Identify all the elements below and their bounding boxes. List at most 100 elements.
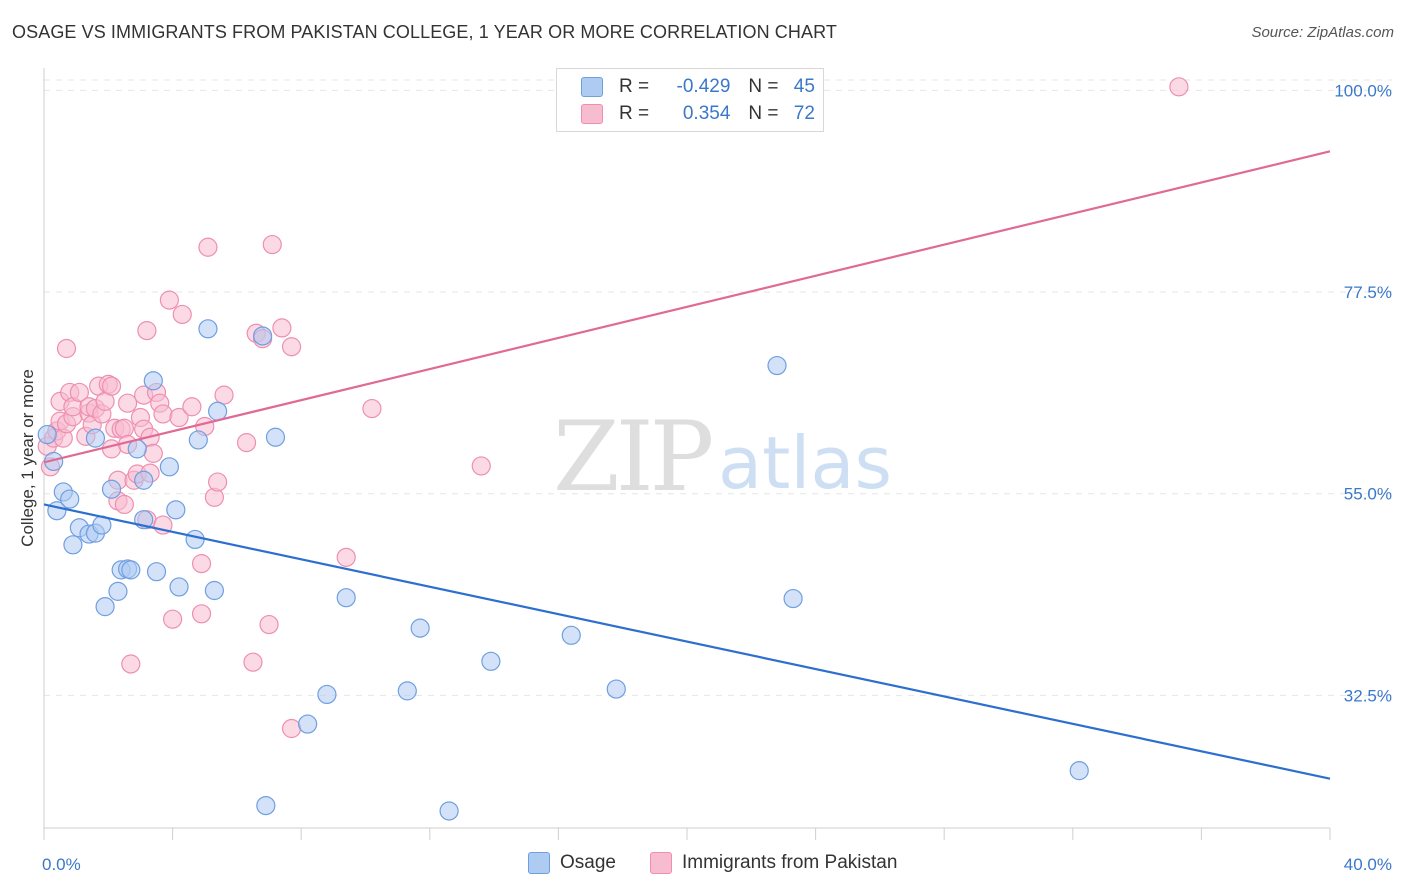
- osage-point: [256, 795, 276, 816]
- osage-point: [1069, 761, 1089, 781]
- osage-point: [317, 684, 337, 705]
- osage-swatch: [581, 76, 603, 97]
- pakistan-point: [169, 407, 189, 428]
- osage-point: [265, 427, 286, 447]
- pakistan-point: [336, 547, 356, 567]
- pakistan-point: [114, 494, 134, 515]
- osage-point: [127, 439, 147, 459]
- osage-point: [185, 529, 205, 550]
- osage-point: [169, 577, 189, 597]
- legend-label-pakistan: Immigrants from Pakistan: [682, 852, 898, 874]
- y-tick-label: 77.5%: [1344, 283, 1392, 302]
- osage-point: [298, 714, 318, 734]
- osage-legend-swatch: [528, 852, 550, 874]
- y-axis-label: College, 1 year or more: [18, 369, 37, 547]
- pakistan-point: [191, 604, 212, 624]
- pakistan-point: [1169, 77, 1189, 97]
- pakistan-point: [153, 404, 173, 424]
- n-value-osage: 45: [793, 76, 815, 97]
- gridlines: [44, 79, 1392, 696]
- pakistan-point: [243, 652, 263, 672]
- x-tick-label: 40.0%: [1344, 855, 1392, 874]
- legend-item-pakistan[interactable]: Immigrants from Pakistan: [650, 852, 897, 874]
- osage-point: [146, 562, 167, 582]
- pakistan-point: [272, 318, 292, 338]
- pakistan-point: [159, 290, 179, 310]
- n-label: N =: [748, 76, 779, 97]
- osage-point: [166, 500, 186, 520]
- pakistan-point: [191, 554, 212, 574]
- y-tick-label: 100.0%: [1334, 81, 1392, 100]
- tick-labels: 32.5% 55.0% 77.5% 100.0% 0.0% 40.0%: [42, 81, 1392, 874]
- stats-row-pakistan: R = 0.354 N = 72: [581, 102, 833, 126]
- watermark-zip: ZIP: [553, 401, 712, 513]
- osage-point: [561, 625, 581, 645]
- osage-point: [101, 479, 122, 499]
- pakistan-point: [262, 234, 282, 255]
- pakistan-point: [214, 385, 234, 405]
- osage-point: [159, 457, 179, 477]
- osage-point: [204, 580, 224, 601]
- series-osage-points: [37, 319, 1089, 821]
- watermark: ZIP atlas: [553, 401, 892, 513]
- trend-lines: [43, 150, 1331, 780]
- legend-item-osage[interactable]: Osage: [528, 852, 616, 874]
- pakistan-point: [121, 654, 141, 674]
- osage-point: [37, 424, 57, 445]
- pakistan-point: [56, 338, 77, 359]
- n-label: N =: [748, 103, 779, 124]
- pakistan-trend-line: [43, 150, 1331, 464]
- osage-point: [95, 597, 115, 617]
- osage-trend-line: [43, 503, 1331, 780]
- pakistan-point: [69, 382, 89, 403]
- pakistan-point: [362, 398, 382, 419]
- osage-point: [481, 651, 501, 671]
- series-pakistan-points: [37, 77, 1189, 739]
- pakistan-point: [182, 397, 202, 417]
- pakistan-point: [281, 337, 302, 357]
- pakistan-point: [101, 439, 122, 459]
- r-label: R =: [619, 76, 650, 97]
- pakistan-point: [114, 418, 134, 438]
- pakistan-point: [101, 376, 122, 396]
- stats-box: R = -0.429 N = 45 R = 0.354 N = 72: [556, 68, 824, 132]
- pakistan-point: [471, 456, 491, 476]
- osage-point: [188, 430, 208, 450]
- chart-title: OSAGE VS IMMIGRANTS FROM PAKISTAN COLLEG…: [12, 22, 837, 42]
- osage-point: [336, 588, 356, 608]
- r-label: R =: [619, 103, 650, 124]
- osage-point: [60, 489, 80, 509]
- r-value-osage: -0.429: [676, 76, 731, 97]
- osage-point: [767, 355, 787, 376]
- pakistan-point: [143, 443, 163, 463]
- pakistan-point: [198, 237, 218, 257]
- pakistan-point: [259, 614, 279, 635]
- osage-point: [410, 618, 430, 638]
- pakistan-point: [208, 472, 228, 492]
- osage-point: [439, 801, 459, 821]
- x-tick-label: 0.0%: [42, 855, 81, 874]
- r-value-pakistan: 0.354: [682, 103, 731, 124]
- osage-point: [121, 560, 141, 580]
- osage-point: [85, 428, 106, 448]
- legend-label-osage: Osage: [560, 852, 616, 874]
- pakistan-point: [137, 320, 157, 341]
- stats-row-osage: R = -0.429 N = 45: [581, 75, 833, 99]
- osage-point: [208, 401, 228, 421]
- pakistan-point: [172, 304, 192, 325]
- source-credit: Source: ZipAtlas.com: [1251, 24, 1394, 41]
- osage-point: [606, 679, 626, 699]
- osage-point: [198, 319, 218, 339]
- pakistan-point: [163, 609, 183, 629]
- pakistan-legend-swatch: [650, 852, 672, 874]
- pakistan-point: [117, 393, 138, 413]
- n-value-pakistan: 72: [793, 103, 815, 124]
- osage-point: [108, 581, 128, 601]
- pakistan-point: [281, 718, 302, 739]
- osage-point: [143, 371, 163, 391]
- y-tick-label: 32.5%: [1344, 686, 1392, 705]
- osage-point: [253, 326, 273, 346]
- osage-point: [397, 681, 417, 701]
- pakistan-swatch: [581, 103, 603, 124]
